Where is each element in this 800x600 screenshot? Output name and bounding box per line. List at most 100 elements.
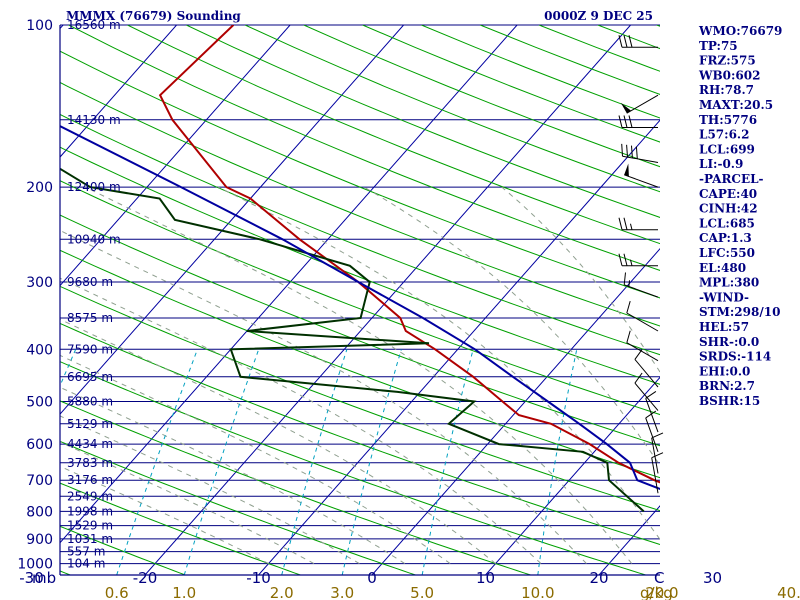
index-line: LFC:550 [699, 246, 755, 260]
index-line: STM:298/10 [699, 305, 780, 319]
index-line: TP:75 [699, 39, 738, 53]
mixing-ratio-tick-label: 1.0 [172, 584, 196, 600]
height-tick-label: 5880 m [67, 395, 113, 409]
temperature-tick-label: -30 [19, 569, 44, 587]
isotherm-line [371, 248, 660, 575]
wind-barb-staff [626, 94, 659, 114]
moist-adiabat-line [85, 186, 633, 564]
wind-barb-flag [618, 217, 623, 230]
index-line: BRN:2.7 [699, 379, 755, 393]
index-line: BSHR:15 [699, 394, 760, 408]
temperature-line [158, 25, 660, 484]
wind-barb-flag [623, 35, 628, 48]
mixing-ratio-line [341, 349, 402, 575]
wind-barb-halfflag [628, 280, 630, 287]
moist-adiabat-line [60, 277, 542, 564]
height-tick-label: 8575 m [67, 311, 113, 325]
dry-adiabat-line [60, 285, 660, 512]
index-line: SRDS:-114 [699, 350, 771, 364]
wind-barb-flag [651, 452, 664, 459]
wind-barb-flag [645, 410, 657, 419]
index-line: EL:480 [699, 261, 746, 275]
height-tick-label: 2549 m [67, 489, 113, 503]
moist-adiabat-line [60, 386, 406, 565]
wind-barb-pennant [624, 163, 629, 177]
wind-barb [626, 330, 659, 362]
wind-barb-flag [618, 35, 623, 48]
height-tick-label: 1529 m [67, 519, 113, 533]
wind-barb [634, 372, 659, 411]
index-line: TH:5776 [699, 113, 757, 127]
temperature-tick-label: -20 [133, 569, 158, 587]
mixing-ratio-tick-label: 2.0 [270, 584, 294, 600]
pressure-tick-label: 1000 [17, 557, 53, 573]
dewpoint-line [60, 167, 645, 513]
wind-barb-flag [634, 372, 643, 384]
wind-barb [618, 217, 658, 231]
isotherm-line [60, 25, 518, 544]
height-tick-label: 9680 m [67, 275, 113, 289]
index-line: -PARCEL- [699, 172, 764, 186]
wind-barb [626, 300, 659, 332]
parcel-line [60, 124, 660, 491]
dry-adiabat-line [60, 440, 416, 575]
wind-barb-flag [623, 217, 628, 230]
wind-barb-flag [631, 145, 633, 159]
moist-adiabat-line [60, 229, 587, 564]
index-line: RH:78.7 [699, 83, 754, 97]
wind-barb-flag [623, 253, 628, 266]
wind-barb-flag [626, 300, 631, 314]
dry-adiabat-line [68, 25, 660, 271]
isotherm-line [60, 25, 291, 287]
height-labels: 16560 m 14130 m 12400 m 10940 m 9680 m 8575 m… [67, 18, 121, 571]
wind-barb-flag [635, 146, 638, 159]
sounding-time: 0000Z 9 DEC 25 [544, 9, 653, 23]
wind-barb [645, 410, 659, 452]
height-tick-label: 557 m [67, 545, 105, 559]
mixing-ratio-line [116, 349, 198, 575]
dry-adiabat-line [60, 81, 660, 327]
index-line: CINH:42 [699, 202, 758, 216]
mixing-ratio-labels: 0.10.20.61.02.03.05.010.020.040.0 [105, 584, 800, 600]
mixing-ratio-line [537, 349, 578, 575]
isotherm-line [60, 25, 404, 415]
mixing-ratio-line [421, 349, 474, 575]
moist-adiabat-grid [60, 186, 660, 565]
mixing-ratio-unit-label: g/kg [640, 584, 673, 600]
mixing-ratio-grid [60, 349, 578, 575]
index-line: EHI:0.0 [699, 364, 750, 378]
index-line: SHR-:0.0 [699, 335, 759, 349]
dry-adiabat-line [60, 50, 660, 299]
wind-barb-staff [626, 342, 659, 362]
height-tick-label: 104 m [67, 557, 105, 571]
index-line: L57:6.2 [699, 128, 749, 142]
pressure-tick-label: 600 [26, 437, 53, 453]
wind-barb-flag [618, 115, 623, 128]
dry-adiabat-line [60, 525, 186, 575]
index-line: LCL:685 [699, 216, 755, 230]
index-line: FRZ:575 [699, 54, 756, 68]
index-line: MAXT:20.5 [699, 98, 773, 112]
moist-adiabat-line [60, 441, 315, 565]
pressure-unit-label: mb [32, 569, 56, 587]
wind-barb-staff [651, 437, 659, 474]
index-line: CAP:1.3 [699, 231, 752, 245]
wind-barb [651, 432, 664, 474]
height-tick-label: 4434 m [67, 437, 113, 451]
wind-barb-flag [626, 330, 631, 343]
mixing-ratio-tick-label: 10.0 [521, 584, 554, 600]
wind-barb [621, 143, 659, 163]
wind-barb [618, 35, 658, 48]
temperature-tick-label: 20 [589, 569, 608, 587]
dry-adiabat-line [60, 361, 646, 575]
wind-barb-pennant [620, 102, 632, 114]
moist-adiabat-line [218, 186, 660, 541]
pressure-tick-label: 300 [26, 275, 53, 291]
height-tick-label: 3176 m [67, 473, 113, 487]
wind-barb [618, 253, 658, 267]
mixing-ratio-tick-label: 0.6 [105, 584, 129, 600]
index-line: WB0:602 [698, 68, 760, 82]
wind-barb [620, 94, 659, 114]
wind-barb-flag [623, 272, 626, 285]
height-tick-label: 7590 m [67, 342, 113, 356]
